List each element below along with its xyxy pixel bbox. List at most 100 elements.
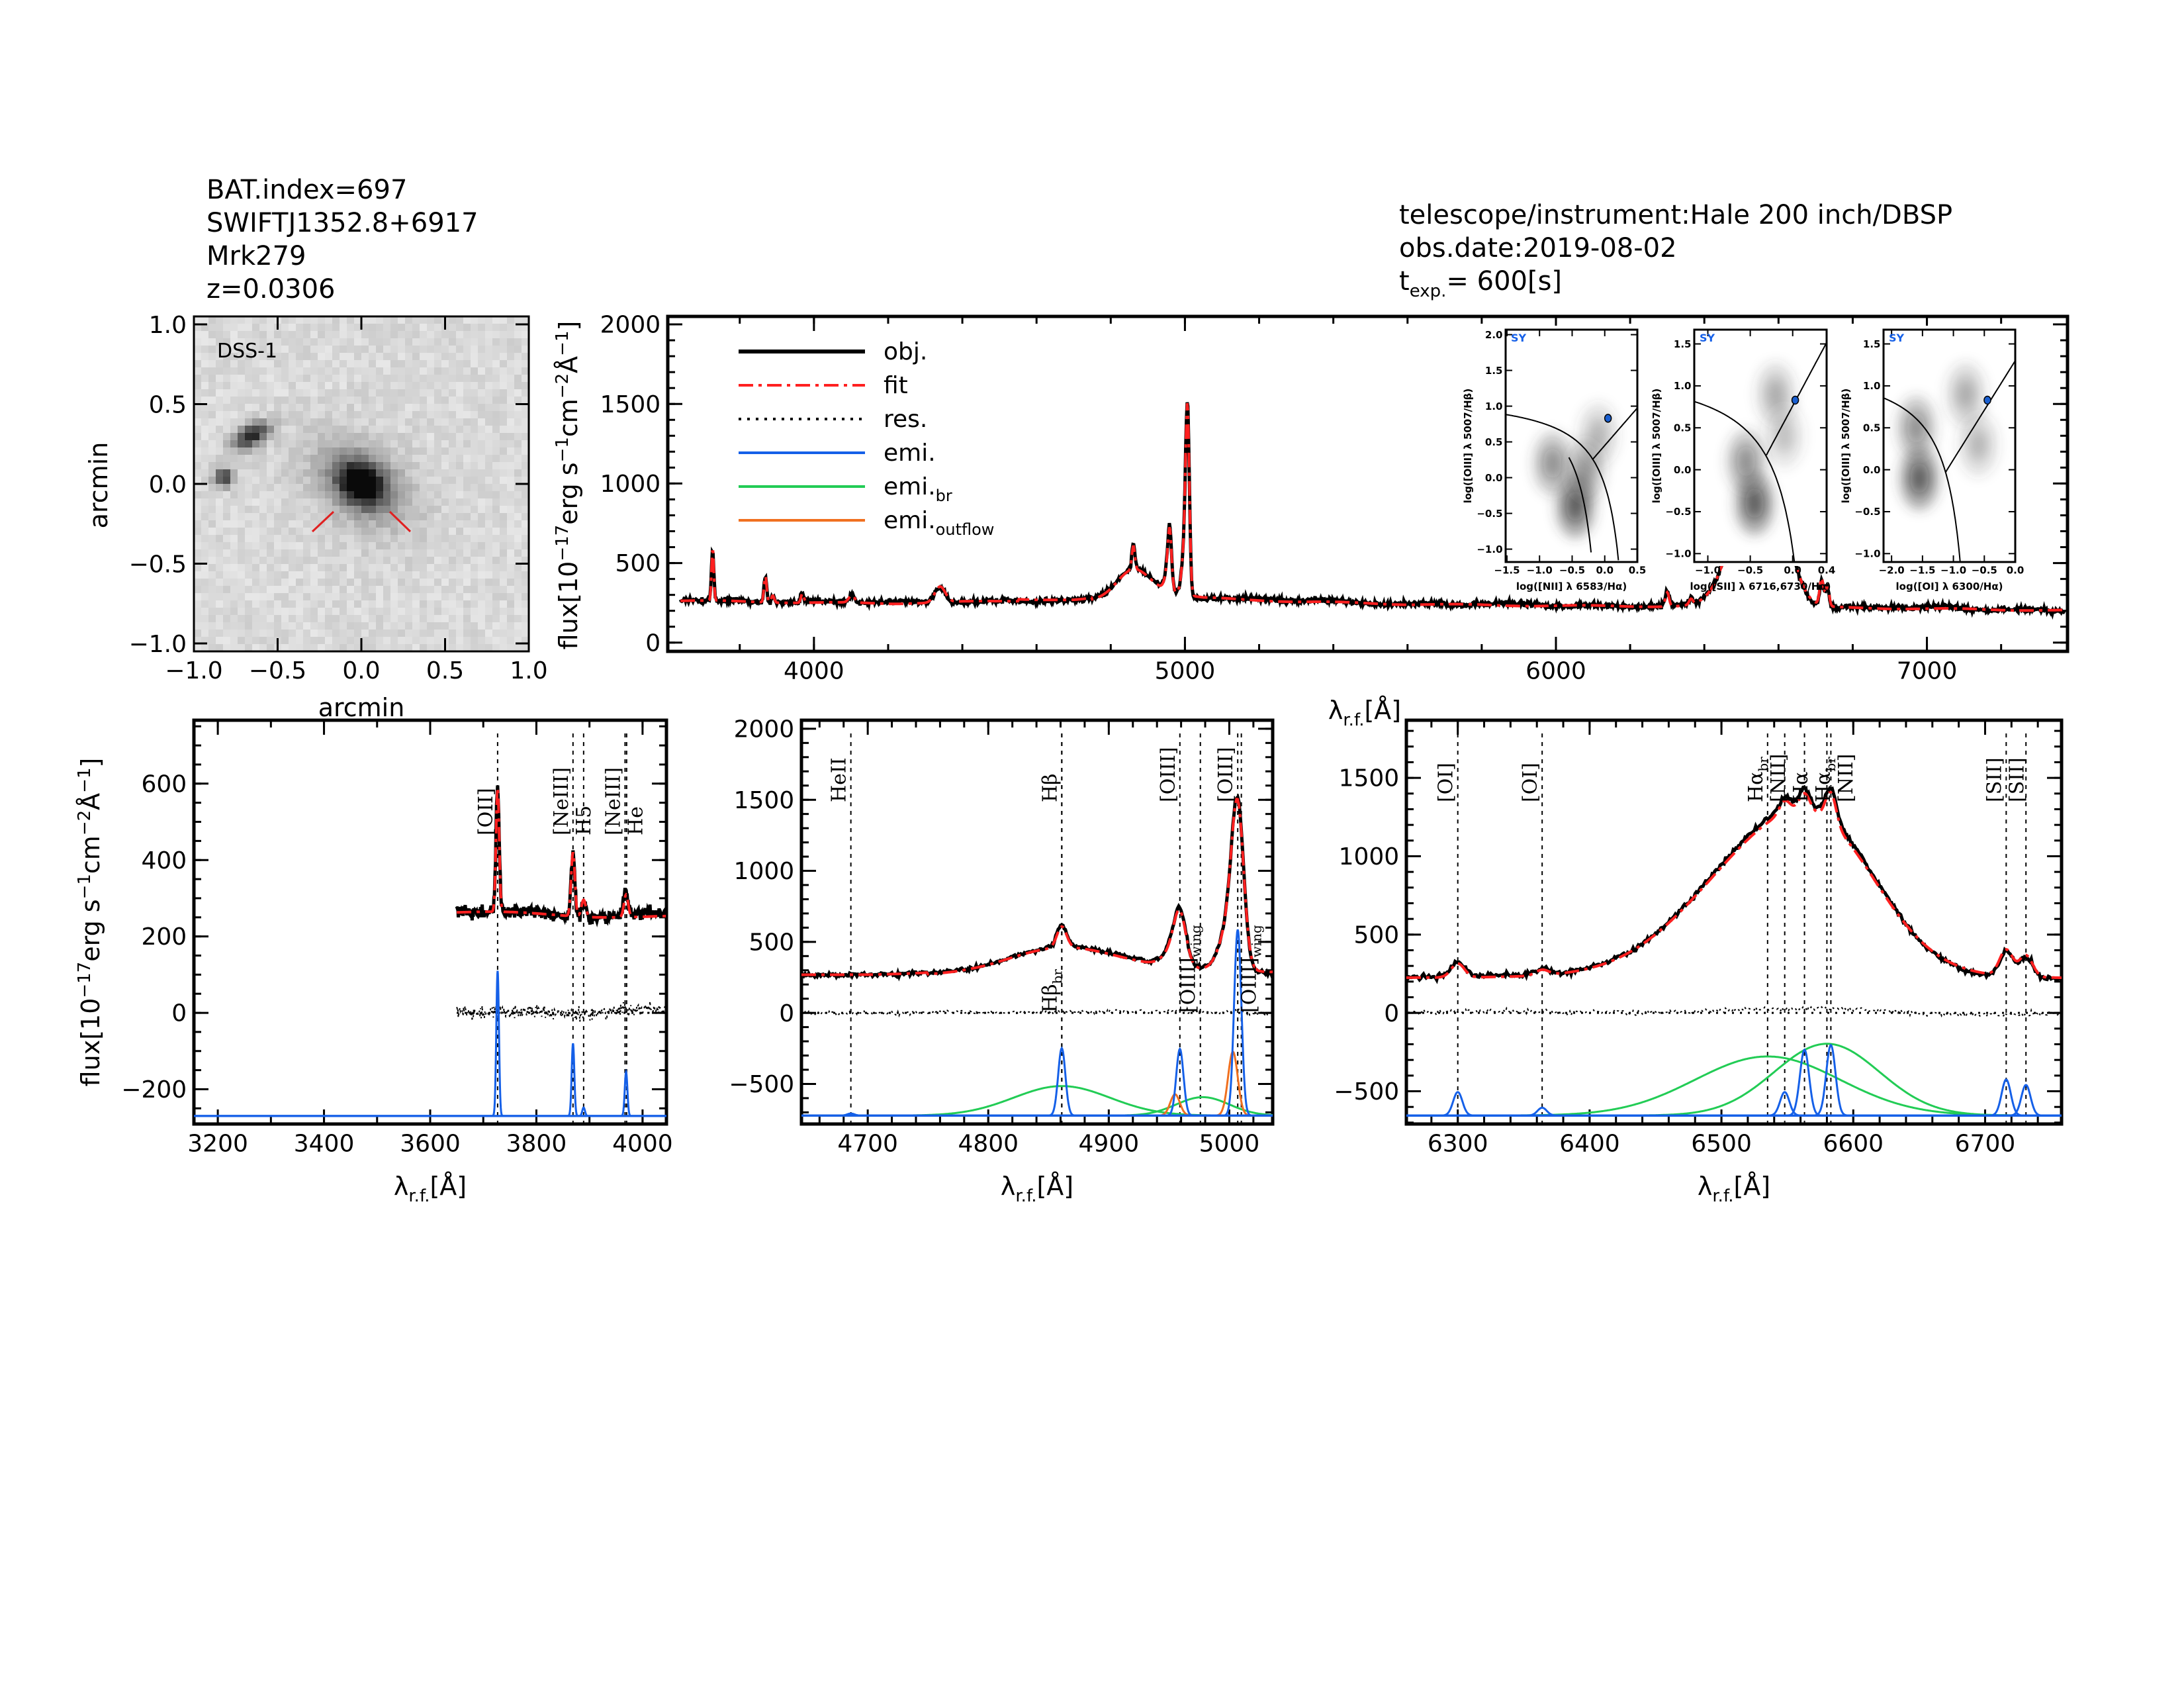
- label-segment: −2: [75, 810, 95, 835]
- label-segment: λ: [394, 1172, 409, 1201]
- label-segment: Å: [554, 356, 583, 373]
- zoom-hbeta-series: [800, 733, 1275, 1124]
- label-segment: λ: [1698, 1172, 1713, 1201]
- target-marker-left: [311, 510, 335, 533]
- line-label: Hαbr: [1745, 757, 1771, 802]
- bpt-sii-axes: −1.0 −0.5 0.0 0.4 −1.0 −0.5 0.0 0.5 1.0 1.5: [1665, 328, 1836, 576]
- y-tick-label: 200: [141, 923, 187, 951]
- line-label-text: [OI]: [1435, 763, 1458, 802]
- emi-component: [194, 1043, 666, 1117]
- bpt-xlabel: log([NII] λ 6583/Hα): [1516, 581, 1627, 592]
- y-tick-label: 1500: [600, 391, 661, 418]
- density-core: [1745, 487, 1764, 520]
- line-label: [NeIII]: [550, 767, 573, 835]
- x-tick-label: 6300: [1428, 1130, 1488, 1157]
- y-tick-label: 1.0: [149, 312, 187, 339]
- label-segment: r.f.: [1712, 1186, 1733, 1206]
- bpt-ylabel: log([OIII] λ 5007/Hβ): [1462, 389, 1474, 504]
- redshift: z=0.0306: [206, 274, 335, 305]
- flux-ylabel: flux[10−17erg s−1cm−2Å−1]: [75, 758, 105, 1087]
- y-tick-label: 0.5: [149, 392, 187, 419]
- bpt-oi-axes: −2.0 −1.5 −1.0 −0.5 0.0 −1.0 −0.5 0.0 0.5 1.0 1.5: [1854, 328, 2024, 576]
- x-tick-label: 3200: [187, 1130, 248, 1157]
- line-label: [OIII]: [1157, 747, 1180, 802]
- full-spectrum-axes: 4000 5000 6000 7000 0 500 1000 1500 2000: [600, 312, 2070, 684]
- x-tick-label: 7000: [1897, 657, 1958, 684]
- bpt-ylabel: log([OIII] λ 5007/Hβ): [1840, 389, 1852, 504]
- x-tick-label: 0.4: [1818, 564, 1836, 576]
- zoom-oii-axes: 3200 3400 3600 3800 4000 −200 0 200 400 600: [121, 718, 673, 1157]
- fit-series: [1406, 790, 2062, 979]
- line-label: [NII]: [1835, 754, 1858, 802]
- y-tick-label: −1.0: [1477, 543, 1502, 555]
- x-tick-label: 6600: [1823, 1130, 1884, 1157]
- fit-series: [801, 797, 1273, 976]
- line-label: [NeIII]: [602, 767, 625, 835]
- bpt-ylabel: log([OIII] λ 5007/Hβ): [1651, 389, 1662, 504]
- emi-outflow-component: [801, 1050, 1273, 1117]
- emi-br-component: [1406, 1043, 2062, 1117]
- legend-text: emi.: [884, 473, 936, 500]
- y-tick-label: 500: [615, 550, 660, 577]
- y-tick-label: 1.5: [1485, 365, 1503, 377]
- swift-name: SWIFTJ1352.8+6917: [206, 208, 478, 238]
- line-label: Hα: [1790, 772, 1813, 802]
- label-segment: Å: [76, 793, 105, 810]
- texp-value: = 600[s]: [1446, 266, 1562, 297]
- x-tick-label: 4800: [958, 1130, 1019, 1157]
- label-segment: r.f.: [408, 1186, 430, 1206]
- line-label-text: HeII: [828, 757, 851, 802]
- y-tick-label: 0.0: [149, 471, 187, 498]
- line-label: [OIII]wing: [1238, 925, 1265, 1013]
- x-tick-label: 4900: [1079, 1130, 1140, 1157]
- label-segment: ]: [76, 758, 105, 768]
- line-label: [OI]: [1519, 763, 1542, 802]
- full-spectrum-frame: [666, 314, 2070, 653]
- wavelength-xlabel: λr.f.[Å]: [394, 1172, 467, 1206]
- y-tick-label: 1000: [734, 858, 795, 885]
- label-segment: cm: [554, 399, 583, 437]
- bpt-oi-frame: [1882, 328, 2017, 563]
- demarcation-line: [1884, 397, 1961, 562]
- line-label-text: [OIII]: [1214, 747, 1238, 802]
- line-label-text: [SII]: [1983, 757, 2006, 802]
- demarcation-line: [1592, 406, 1637, 460]
- line-label-text: [NeIII]: [550, 767, 573, 835]
- line-label-subscript: wing: [1188, 925, 1204, 957]
- legend-subscript: outflow: [936, 520, 995, 539]
- label-segment: ]: [554, 321, 583, 331]
- label-segment: −1: [553, 437, 572, 462]
- emi-component: [1406, 1091, 2062, 1117]
- x-tick-label: 6700: [1955, 1130, 2016, 1157]
- header-left: BAT.index=697 SWIFTJ1352.8+6917 Mrk279 z…: [206, 175, 478, 305]
- y-tick-label: 2000: [600, 312, 661, 339]
- label-segment: −2: [553, 373, 572, 399]
- y-tick-label: 400: [141, 847, 187, 874]
- bpt-sii-density: [1694, 341, 1827, 562]
- bpt-xlabel: log([SII] λ 6716,6730/Hα): [1690, 581, 1831, 592]
- line-label-text: Hα: [1812, 772, 1835, 802]
- emi-component: [801, 1047, 1273, 1117]
- line-label-text: He: [624, 806, 647, 835]
- res-series: [456, 1001, 667, 1022]
- x-tick-label: −0.5: [1737, 564, 1763, 576]
- bpt-nii-frame: [1504, 328, 1639, 563]
- emi-component: [801, 1046, 1273, 1117]
- x-tick-label: 3600: [400, 1130, 461, 1157]
- density-core: [1907, 412, 1926, 444]
- line-label-text: Hβ: [1038, 773, 1062, 802]
- image-panel-axes: −1.0−1.0 −0.5 −0.5 0.0 0.0 0.5 0.5 1.0 1.0: [129, 312, 548, 684]
- label-segment: [Å]: [1036, 1172, 1073, 1201]
- label-segment: [Å]: [1733, 1172, 1770, 1201]
- line-label-text: Hα: [1745, 772, 1768, 802]
- plot-layer: −1.0−1.0−0.5−0.50.00.00.50.51.01.0DSS-1a…: [75, 312, 2070, 1206]
- y-tick-label: −1.0: [129, 631, 187, 658]
- y-tick-label: 2.0: [1485, 329, 1503, 341]
- line-label: [OII]: [475, 788, 498, 835]
- zoom-halpha-line-labels: [OI] [OI] Hαbr[NII] Hα Hαbr[NII] [SII] [SII]: [1435, 754, 2029, 802]
- y-tick-label: −200: [121, 1076, 187, 1103]
- zoom-halpha-frame: [1404, 718, 2064, 1126]
- res-series: [801, 1006, 1273, 1018]
- x-tick-label: −1.5: [1494, 564, 1520, 576]
- source-point: [1604, 414, 1612, 423]
